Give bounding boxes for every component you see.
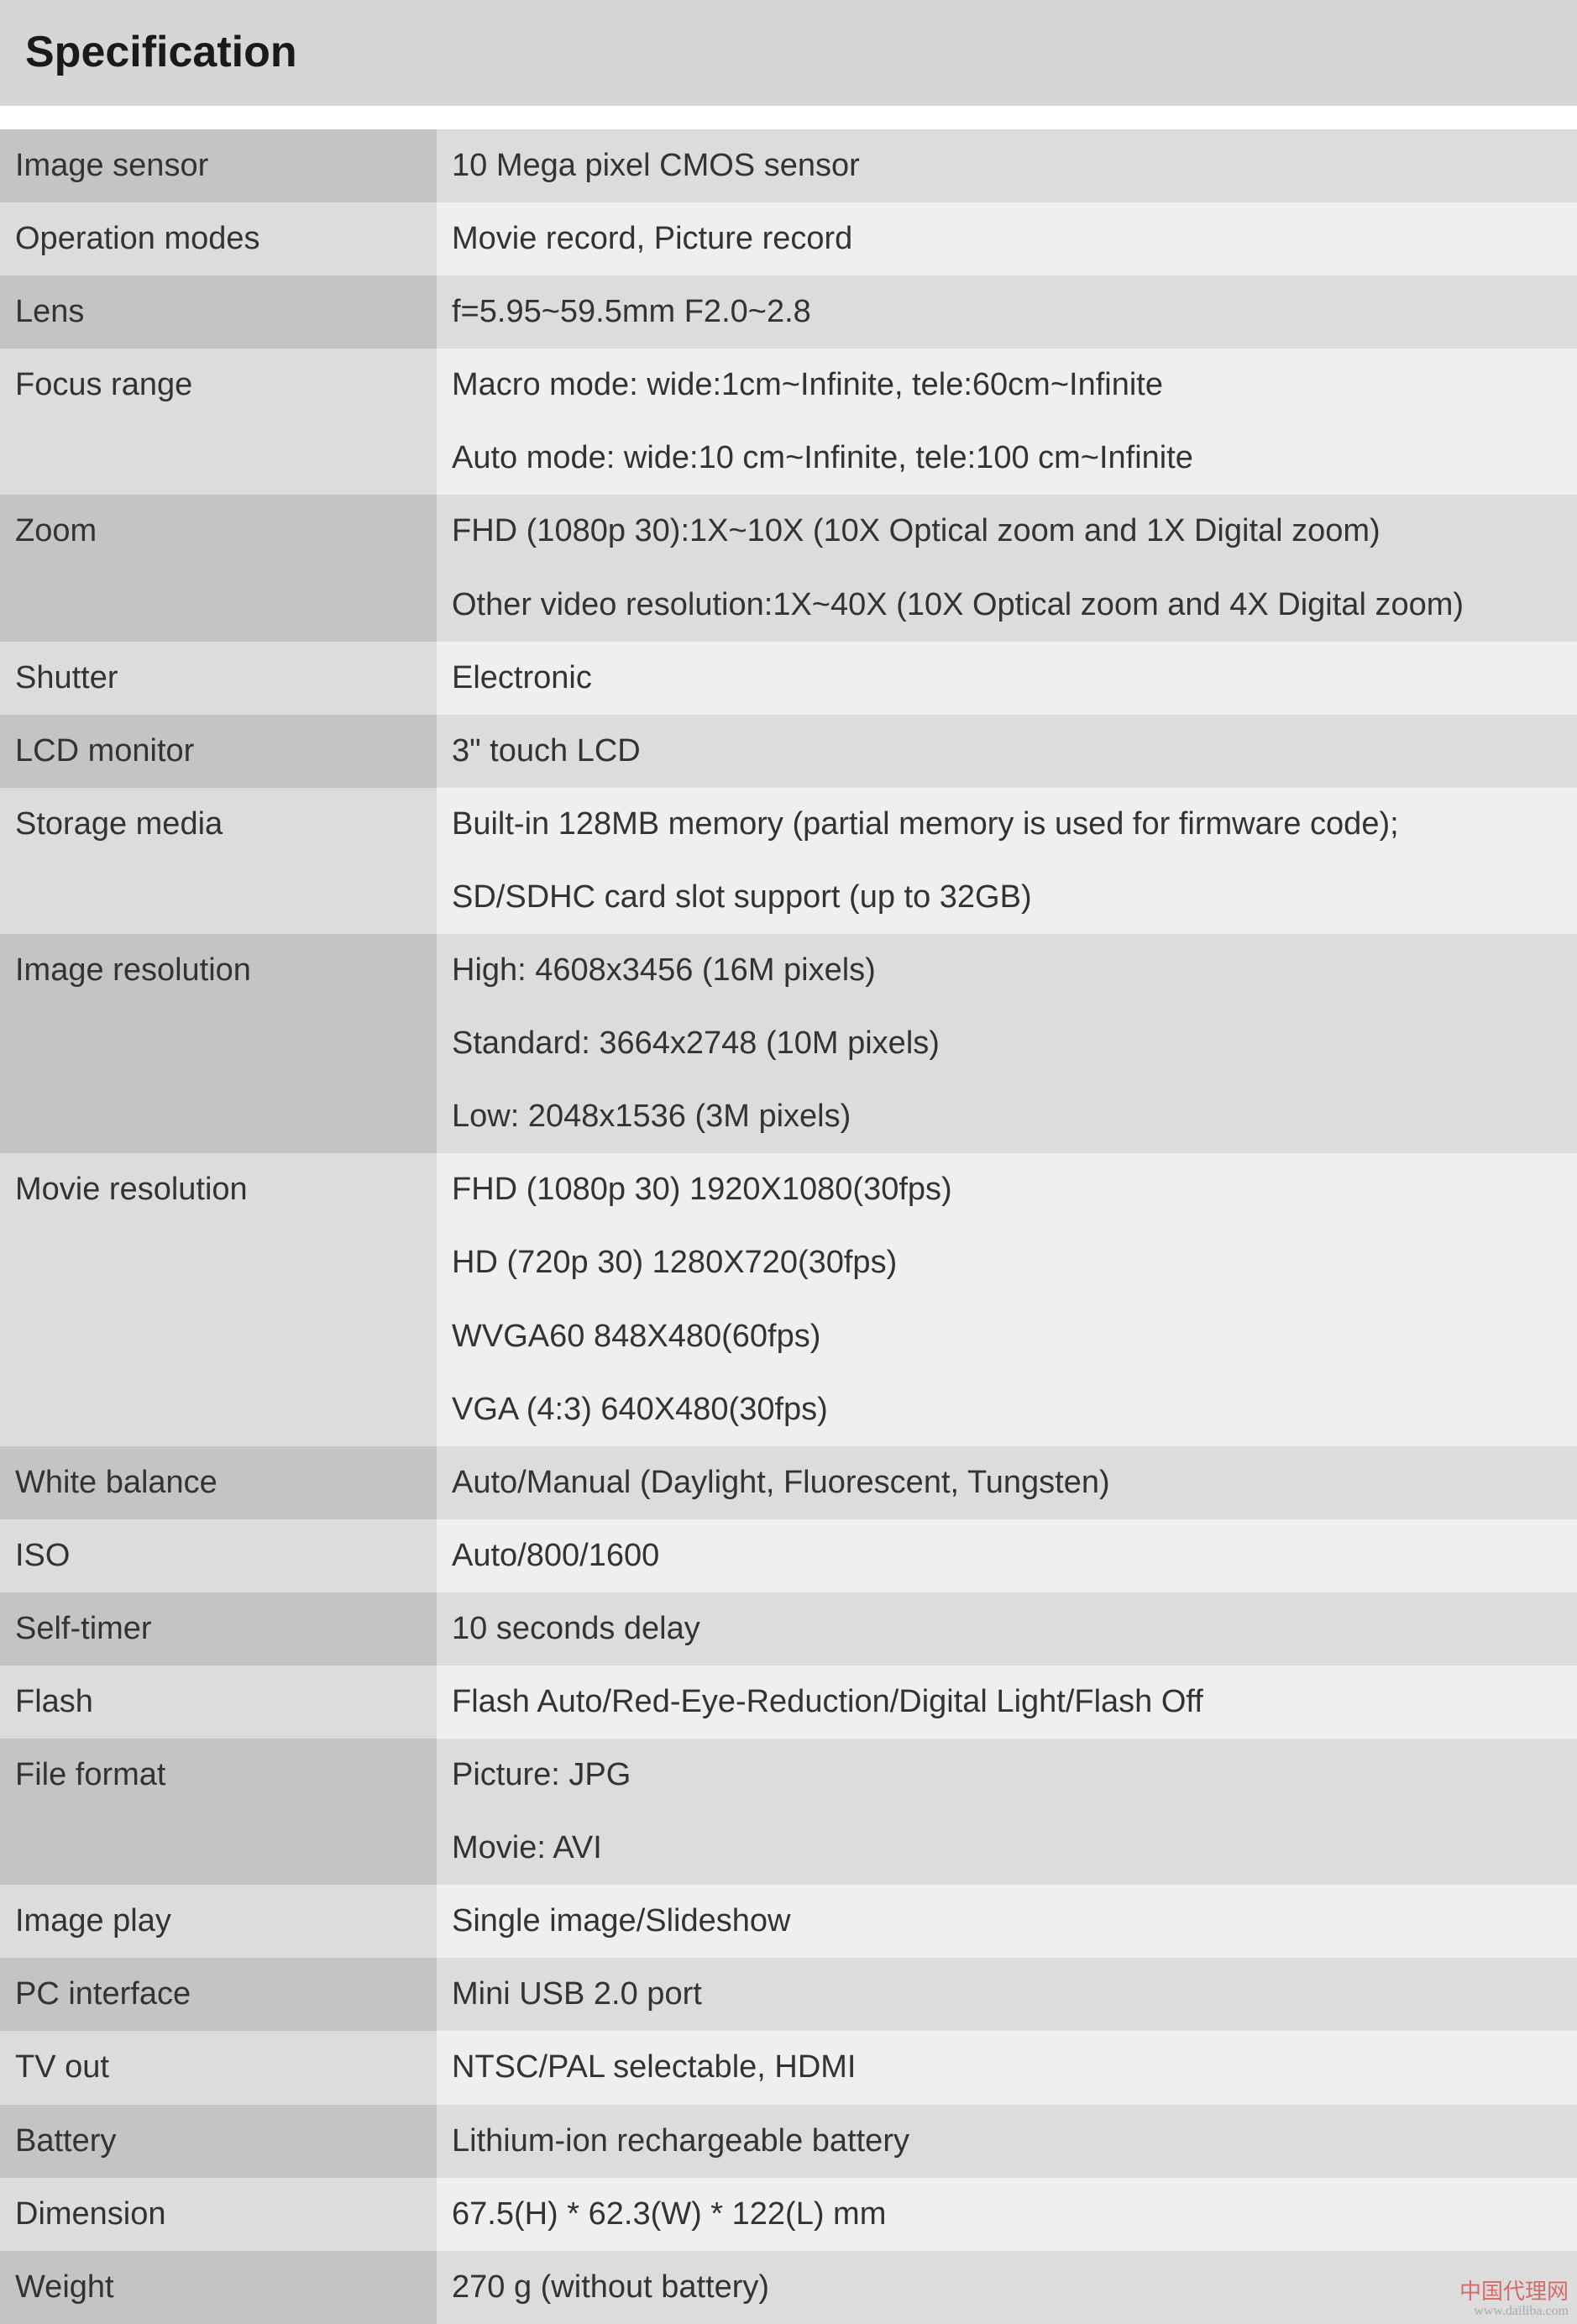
table-row: BatteryLithium-ion rechargeable battery bbox=[0, 2105, 1577, 2178]
spec-value: Auto/Manual (Daylight, Fluorescent, Tung… bbox=[437, 1446, 1577, 1519]
spec-label: TV out bbox=[0, 2031, 437, 2104]
spec-value: 3" touch LCD bbox=[437, 715, 1577, 788]
table-row: Weight270 g (without battery) bbox=[0, 2251, 1577, 2324]
page-title: Specification bbox=[25, 27, 1552, 77]
table-row: File formatPicture: JPG bbox=[0, 1739, 1577, 1812]
table-row: Image resolutionHigh: 4608x3456 (16M pix… bbox=[0, 934, 1577, 1007]
spec-label: Focus range bbox=[0, 349, 437, 495]
table-row: Dimension67.5(H) * 62.3(W) * 122(L) mm bbox=[0, 2178, 1577, 2251]
table-row: Operation modesMovie record, Picture rec… bbox=[0, 202, 1577, 275]
spec-label: File format bbox=[0, 1739, 437, 1885]
table-row: ISOAuto/800/1600 bbox=[0, 1519, 1577, 1592]
table-row: Self-timer10 seconds delay bbox=[0, 1592, 1577, 1666]
spec-label: LCD monitor bbox=[0, 715, 437, 788]
spec-value: 10 seconds delay bbox=[437, 1592, 1577, 1666]
spec-label: Shutter bbox=[0, 642, 437, 715]
spec-value: Lithium-ion rechargeable battery bbox=[437, 2105, 1577, 2178]
spec-label: Image resolution bbox=[0, 934, 437, 1153]
spec-value: Mini USB 2.0 port bbox=[437, 1958, 1577, 2031]
spec-label: Weight bbox=[0, 2251, 437, 2324]
spec-value: f=5.95~59.5mm F2.0~2.8 bbox=[437, 275, 1577, 349]
spec-value: Built-in 128MB memory (partial memory is… bbox=[437, 788, 1577, 861]
spec-label: Image play bbox=[0, 1885, 437, 1958]
table-row: Image sensor10 Mega pixel CMOS sensor bbox=[0, 129, 1577, 202]
watermark-sub: www.dailiba.com bbox=[1459, 2304, 1569, 2319]
table-row: Focus rangeMacro mode: wide:1cm~Infinite… bbox=[0, 349, 1577, 422]
spec-container: Specification Image sensor10 Mega pixel … bbox=[0, 0, 1577, 2324]
spec-value: High: 4608x3456 (16M pixels) bbox=[437, 934, 1577, 1007]
spec-value: Picture: JPG bbox=[437, 1739, 1577, 1812]
spec-value: Auto mode: wide:10 cm~Infinite, tele:100… bbox=[437, 422, 1577, 495]
table-row: Movie resolutionFHD (1080p 30) 1920X1080… bbox=[0, 1153, 1577, 1226]
spec-value: 67.5(H) * 62.3(W) * 122(L) mm bbox=[437, 2178, 1577, 2251]
spec-label: White balance bbox=[0, 1446, 437, 1519]
table-row: FlashFlash Auto/Red-Eye-Reduction/Digita… bbox=[0, 1666, 1577, 1739]
table-row: White balanceAuto/Manual (Daylight, Fluo… bbox=[0, 1446, 1577, 1519]
spec-label: Self-timer bbox=[0, 1592, 437, 1666]
spec-value: FHD (1080p 30):1X~10X (10X Optical zoom … bbox=[437, 495, 1577, 568]
spec-label: Flash bbox=[0, 1666, 437, 1739]
table-row: PC interfaceMini USB 2.0 port bbox=[0, 1958, 1577, 2031]
spec-value: NTSC/PAL selectable, HDMI bbox=[437, 2031, 1577, 2104]
spacer bbox=[0, 106, 1577, 129]
table-row: ShutterElectronic bbox=[0, 642, 1577, 715]
spec-value: Macro mode: wide:1cm~Infinite, tele:60cm… bbox=[437, 349, 1577, 422]
spec-value: VGA (4:3) 640X480(30fps) bbox=[437, 1373, 1577, 1446]
spec-value: WVGA60 848X480(60fps) bbox=[437, 1300, 1577, 1373]
spec-value: 10 Mega pixel CMOS sensor bbox=[437, 129, 1577, 202]
spec-label: Zoom bbox=[0, 495, 437, 641]
spec-value: Single image/Slideshow bbox=[437, 1885, 1577, 1958]
spec-table: Image sensor10 Mega pixel CMOS sensorOpe… bbox=[0, 129, 1577, 2324]
spec-label: Movie resolution bbox=[0, 1153, 437, 1445]
spec-value: Low: 2048x1536 (3M pixels) bbox=[437, 1080, 1577, 1153]
spec-value: Movie record, Picture record bbox=[437, 202, 1577, 275]
spec-value: Electronic bbox=[437, 642, 1577, 715]
spec-label: Lens bbox=[0, 275, 437, 349]
spec-value: Other video resolution:1X~40X (10X Optic… bbox=[437, 569, 1577, 642]
spec-value: Standard: 3664x2748 (10M pixels) bbox=[437, 1007, 1577, 1080]
table-row: TV outNTSC/PAL selectable, HDMI bbox=[0, 2031, 1577, 2104]
spec-value: FHD (1080p 30) 1920X1080(30fps) bbox=[437, 1153, 1577, 1226]
spec-value: 270 g (without battery) bbox=[437, 2251, 1577, 2324]
spec-label: Storage media bbox=[0, 788, 437, 934]
spec-value: SD/SDHC card slot support (up to 32GB) bbox=[437, 861, 1577, 934]
spec-value: Auto/800/1600 bbox=[437, 1519, 1577, 1592]
spec-value: Flash Auto/Red-Eye-Reduction/Digital Lig… bbox=[437, 1666, 1577, 1739]
spec-label: PC interface bbox=[0, 1958, 437, 2031]
spec-label: ISO bbox=[0, 1519, 437, 1592]
spec-label: Battery bbox=[0, 2105, 437, 2178]
table-row: Storage mediaBuilt-in 128MB memory (part… bbox=[0, 788, 1577, 861]
spec-value: HD (720p 30) 1280X720(30fps) bbox=[437, 1226, 1577, 1299]
title-row: Specification bbox=[0, 0, 1577, 106]
watermark-main: 中国代理网 bbox=[1459, 2279, 1569, 2304]
table-row: ZoomFHD (1080p 30):1X~10X (10X Optical z… bbox=[0, 495, 1577, 568]
spec-label: Dimension bbox=[0, 2178, 437, 2251]
watermark: 中国代理网 www.dailiba.com bbox=[1459, 2280, 1569, 2319]
table-row: Image playSingle image/Slideshow bbox=[0, 1885, 1577, 1958]
table-row: LCD monitor3" touch LCD bbox=[0, 715, 1577, 788]
table-row: Lensf=5.95~59.5mm F2.0~2.8 bbox=[0, 275, 1577, 349]
spec-value: Movie: AVI bbox=[437, 1812, 1577, 1885]
spec-label: Operation modes bbox=[0, 202, 437, 275]
spec-label: Image sensor bbox=[0, 129, 437, 202]
